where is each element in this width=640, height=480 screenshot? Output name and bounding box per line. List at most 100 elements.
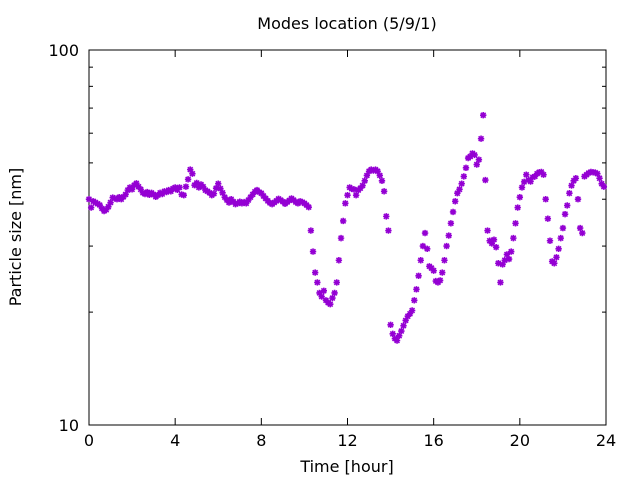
data-point — [387, 321, 394, 329]
data-point — [184, 176, 192, 183]
data-point — [374, 168, 381, 175]
data-point — [467, 153, 474, 160]
data-point — [258, 190, 265, 197]
data-point — [499, 261, 506, 268]
data-point — [473, 161, 480, 168]
data-point — [215, 180, 222, 187]
chart-title: Modes location (5/9/1) — [257, 14, 436, 33]
data-point — [574, 196, 582, 203]
data-point — [361, 177, 368, 184]
y-tick-label: 10 — [59, 416, 79, 435]
data-point — [460, 173, 468, 180]
data-point — [406, 310, 414, 317]
data-point — [327, 300, 334, 308]
x-tick-label: 12 — [337, 431, 357, 450]
x-axis: 0 4 8 12 16 20 24 — [84, 50, 616, 450]
y-axis: 10 100 — [48, 41, 606, 435]
data-point — [421, 229, 429, 237]
data-point — [482, 176, 489, 184]
data-point — [309, 248, 317, 255]
data-point — [133, 180, 140, 187]
data-point — [579, 229, 586, 237]
data-point — [180, 192, 187, 199]
data-point — [559, 224, 567, 232]
data-point — [320, 287, 328, 294]
x-tick-label: 24 — [596, 431, 616, 450]
data-point — [159, 190, 166, 198]
data-point — [182, 183, 190, 190]
data-point — [596, 175, 603, 182]
data-point — [501, 257, 508, 264]
data-point — [505, 255, 513, 263]
data-point — [572, 175, 580, 182]
data-point — [193, 179, 200, 187]
data-point — [503, 251, 511, 258]
data-point — [439, 269, 446, 276]
data-point — [189, 170, 196, 177]
data-point — [510, 234, 517, 242]
data-point — [396, 332, 403, 339]
data-point — [339, 217, 347, 225]
data-point — [566, 190, 573, 197]
x-tick-label: 0 — [84, 431, 94, 450]
data-point — [378, 177, 386, 184]
data-point — [195, 184, 203, 191]
data-point — [441, 257, 448, 264]
data-series — [85, 112, 608, 344]
data-point — [490, 236, 498, 243]
data-point — [212, 185, 220, 192]
data-point — [411, 297, 418, 304]
data-point — [225, 199, 233, 206]
data-point — [564, 202, 571, 209]
data-point — [495, 260, 502, 267]
data-point — [492, 243, 500, 251]
y-tick-label: 100 — [48, 41, 79, 60]
data-point — [508, 248, 515, 255]
data-point — [568, 182, 575, 189]
data-point — [105, 203, 112, 210]
data-point — [600, 183, 608, 190]
data-point — [359, 182, 366, 189]
data-point — [447, 220, 455, 227]
data-point — [393, 337, 401, 344]
data-point — [430, 267, 437, 274]
data-point — [333, 279, 340, 286]
data-point — [480, 112, 487, 119]
data-point — [305, 203, 312, 211]
data-point — [486, 237, 493, 244]
data-point — [380, 188, 388, 195]
data-point — [512, 220, 519, 227]
data-point — [471, 151, 478, 159]
data-point — [124, 186, 131, 194]
data-point — [331, 289, 338, 297]
data-point — [546, 237, 554, 244]
data-point — [413, 286, 420, 293]
data-point — [107, 199, 114, 206]
data-point — [402, 317, 409, 324]
data-point — [514, 204, 521, 211]
data-point — [103, 206, 110, 213]
y-axis-label: Particle size [nm] — [6, 168, 25, 307]
data-point — [594, 170, 601, 177]
data-point — [557, 234, 564, 242]
data-point — [523, 171, 530, 178]
data-point — [337, 234, 345, 242]
data-point — [376, 172, 384, 179]
data-point — [449, 208, 457, 216]
data-point — [531, 173, 539, 180]
data-point — [398, 327, 405, 335]
x-tick-label: 20 — [510, 431, 530, 450]
data-point — [210, 190, 218, 197]
data-point — [342, 200, 349, 207]
data-point — [538, 168, 545, 176]
data-point — [167, 188, 175, 195]
data-point — [436, 277, 444, 284]
data-point — [553, 254, 560, 261]
plot-frame — [88, 49, 607, 426]
data-point — [544, 215, 552, 222]
data-point — [542, 196, 549, 203]
data-point — [243, 200, 250, 207]
data-point — [122, 191, 129, 198]
data-point — [176, 184, 183, 191]
